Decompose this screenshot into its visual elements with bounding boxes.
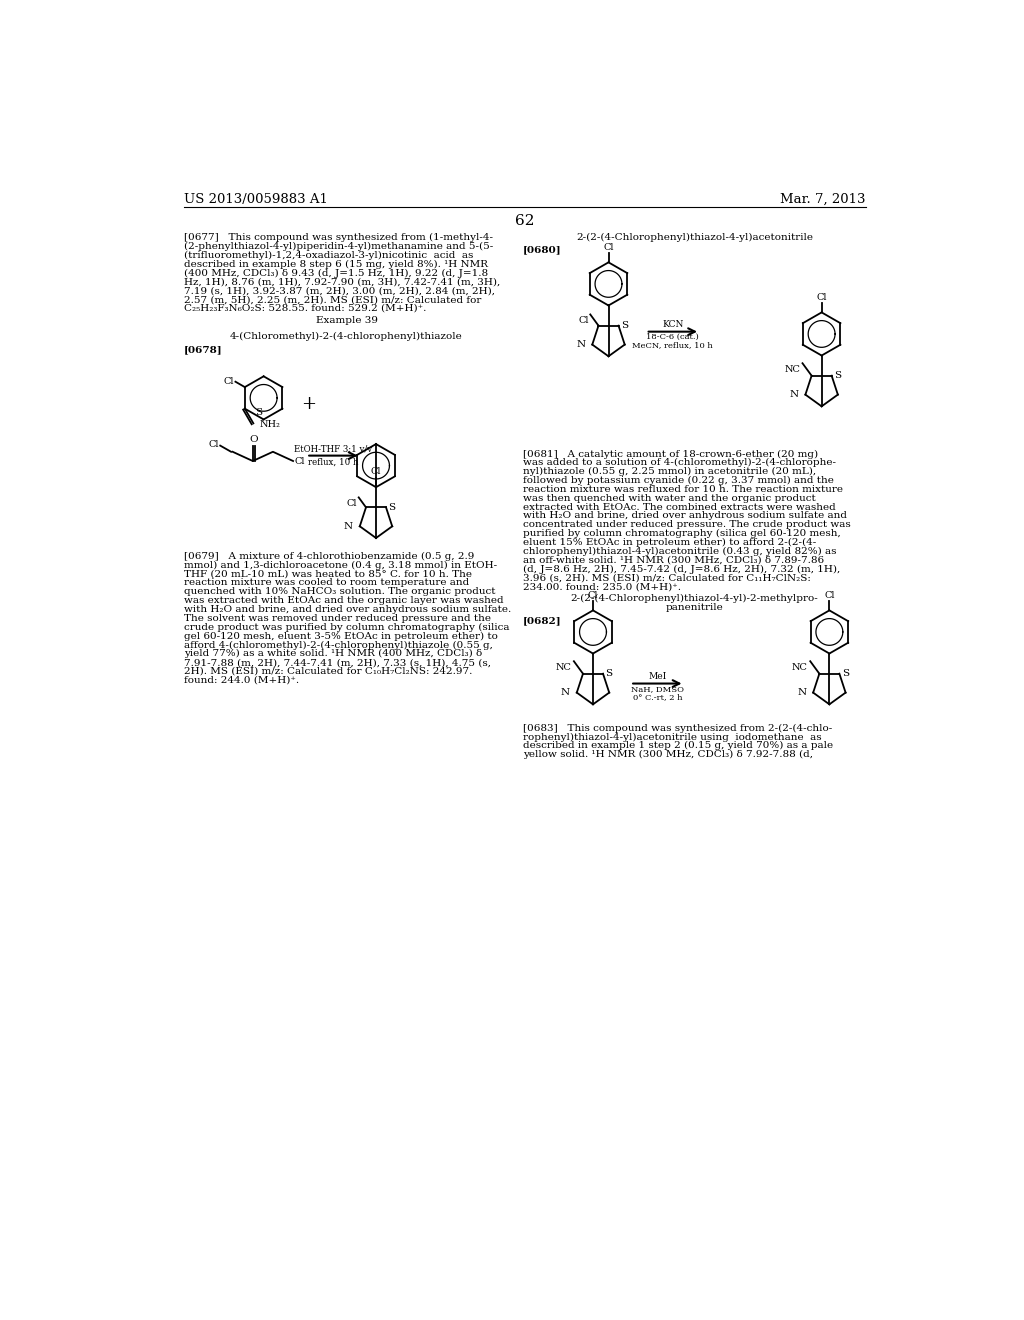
Text: concentrated under reduced pressure. The crude product was: concentrated under reduced pressure. The…	[523, 520, 851, 529]
Text: MeI: MeI	[648, 672, 667, 681]
Text: 2.57 (m, 5H), 2.25 (m, 2H). MS (ESI) m/z: Calculated for: 2.57 (m, 5H), 2.25 (m, 2H). MS (ESI) m/z…	[183, 296, 481, 304]
Text: O: O	[249, 436, 258, 444]
Text: NC: NC	[784, 364, 800, 374]
Text: 3.96 (s, 2H). MS (ESI) m/z: Calculated for C₁₁H₇ClN₂S:: 3.96 (s, 2H). MS (ESI) m/z: Calculated f…	[523, 573, 811, 582]
Text: 18-C-6 (cat.): 18-C-6 (cat.)	[646, 333, 699, 341]
Text: Cl: Cl	[816, 293, 826, 302]
Text: S: S	[621, 321, 628, 330]
Text: was extracted with EtOAc and the organic layer was washed: was extracted with EtOAc and the organic…	[183, 597, 504, 605]
Text: N: N	[561, 688, 569, 697]
Text: described in example 8 step 6 (15 mg, yield 8%). ¹H NMR: described in example 8 step 6 (15 mg, yi…	[183, 260, 487, 269]
Text: [0683]   This compound was synthesized from 2-(2-(4-chlo-: [0683] This compound was synthesized fro…	[523, 723, 833, 733]
Text: eluent 15% EtOAc in petroleum ether) to afford 2-(2-(4-: eluent 15% EtOAc in petroleum ether) to …	[523, 539, 816, 546]
Text: Cl: Cl	[347, 499, 357, 508]
Text: S: S	[255, 408, 262, 417]
Text: with H₂O and brine, and dried over anhydrous sodium sulfate.: with H₂O and brine, and dried over anhyd…	[183, 605, 511, 614]
Text: (trifluoromethyl)-1,2,4-oxadiazol-3-yl)nicotinic  acid  as: (trifluoromethyl)-1,2,4-oxadiazol-3-yl)n…	[183, 251, 473, 260]
Text: N: N	[797, 688, 806, 697]
Text: [0677]   This compound was synthesized from (1-methyl-4-: [0677] This compound was synthesized fro…	[183, 234, 493, 242]
Text: 0° C.-rt, 2 h: 0° C.-rt, 2 h	[633, 693, 682, 701]
Text: [0680]: [0680]	[523, 246, 562, 255]
Text: panenitrile: panenitrile	[666, 603, 723, 612]
Text: Example 39: Example 39	[315, 315, 378, 325]
Text: MeCN, reflux, 10 h: MeCN, reflux, 10 h	[633, 341, 713, 348]
Text: purified by column chromatography (silica gel 60-120 mesh,: purified by column chromatography (silic…	[523, 529, 841, 539]
Text: 7.91-7.88 (m, 2H), 7.44-7.41 (m, 2H), 7.33 (s, 1H), 4.75 (s,: 7.91-7.88 (m, 2H), 7.44-7.41 (m, 2H), 7.…	[183, 659, 490, 667]
Text: (2-phenylthiazol-4-yl)piperidin-4-yl)methanamine and 5-(5-: (2-phenylthiazol-4-yl)piperidin-4-yl)met…	[183, 242, 493, 251]
Text: 2H). MS (ESI) m/z: Calculated for C₁₀H₇Cl₂NS: 242.97.: 2H). MS (ESI) m/z: Calculated for C₁₀H₇C…	[183, 667, 472, 676]
Text: gel 60-120 mesh, eluent 3-5% EtOAc in petroleum ether) to: gel 60-120 mesh, eluent 3-5% EtOAc in pe…	[183, 631, 498, 640]
Text: reaction mixture was cooled to room temperature and: reaction mixture was cooled to room temp…	[183, 578, 469, 587]
Text: N: N	[344, 521, 353, 531]
Text: S: S	[605, 669, 612, 678]
Text: was then quenched with water and the organic product: was then quenched with water and the org…	[523, 494, 816, 503]
Text: found: 244.0 (M+H)⁺.: found: 244.0 (M+H)⁺.	[183, 676, 299, 685]
Text: N: N	[577, 341, 586, 348]
Text: 4-(Chloromethyl)-2-(4-chlorophenyl)thiazole: 4-(Chloromethyl)-2-(4-chlorophenyl)thiaz…	[230, 331, 463, 341]
Text: Cl: Cl	[588, 590, 598, 599]
Text: [0678]: [0678]	[183, 345, 222, 354]
Text: chlorophenyl)thiazol-4-yl)acetonitrile (0.43 g, yield 82%) as: chlorophenyl)thiazol-4-yl)acetonitrile (…	[523, 546, 837, 556]
Text: [0682]: [0682]	[523, 616, 562, 626]
Text: Cl: Cl	[579, 315, 589, 325]
Text: THF (20 mL-10 mL) was heated to 85° C. for 10 h. The: THF (20 mL-10 mL) was heated to 85° C. f…	[183, 570, 472, 578]
Text: Cl: Cl	[209, 441, 219, 449]
Text: 62: 62	[515, 214, 535, 228]
Text: Cl: Cl	[223, 378, 233, 387]
Text: followed by potassium cyanide (0.22 g, 3.37 mmol) and the: followed by potassium cyanide (0.22 g, 3…	[523, 477, 835, 486]
Text: S: S	[834, 371, 841, 380]
Text: Cl: Cl	[371, 467, 381, 477]
Text: C₂₅H₂₃F₃N₆O₂S: 528.55. found: 529.2 (M+H)⁺.: C₂₅H₂₃F₃N₆O₂S: 528.55. found: 529.2 (M+H…	[183, 304, 426, 313]
Text: Cl: Cl	[824, 590, 835, 599]
Text: 2-(2-(4-Chlorophenyl)thiazol-4-yl)-2-methylpro-: 2-(2-(4-Chlorophenyl)thiazol-4-yl)-2-met…	[570, 594, 818, 603]
Text: 2-(2-(4-Chlorophenyl)thiazol-4-yl)acetonitrile: 2-(2-(4-Chlorophenyl)thiazol-4-yl)aceton…	[577, 234, 813, 242]
Text: nyl)thiazole (0.55 g, 2.25 mmol) in acetonitrile (20 mL),: nyl)thiazole (0.55 g, 2.25 mmol) in acet…	[523, 467, 816, 477]
Text: with H₂O and brine, dried over anhydrous sodium sulfate and: with H₂O and brine, dried over anhydrous…	[523, 511, 847, 520]
Text: an off-white solid. ¹H NMR (300 MHz, CDCl₃) δ 7.89-7.86: an off-white solid. ¹H NMR (300 MHz, CDC…	[523, 556, 824, 565]
Text: EtOH-THF 3:1 v/v: EtOH-THF 3:1 v/v	[294, 445, 373, 453]
Text: +: +	[301, 395, 315, 413]
Text: yellow solid. ¹H NMR (300 MHz, CDCl₃) δ 7.92-7.88 (d,: yellow solid. ¹H NMR (300 MHz, CDCl₃) δ …	[523, 750, 813, 759]
Text: crude product was purified by column chromatography (silica: crude product was purified by column chr…	[183, 623, 509, 632]
Text: [0679]   A mixture of 4-chlorothiobenzamide (0.5 g, 2.9: [0679] A mixture of 4-chlorothiobenzamid…	[183, 552, 474, 561]
Text: NaH, DMSO: NaH, DMSO	[631, 685, 684, 693]
Text: 7.19 (s, 1H), 3.92-3.87 (m, 2H), 3.00 (m, 2H), 2.84 (m, 2H),: 7.19 (s, 1H), 3.92-3.87 (m, 2H), 3.00 (m…	[183, 286, 495, 296]
Text: NC: NC	[556, 663, 571, 672]
Text: S: S	[388, 503, 395, 512]
Text: KCN: KCN	[663, 321, 683, 330]
Text: S: S	[842, 669, 849, 678]
Text: described in example 1 step 2 (0.15 g, yield 70%) as a pale: described in example 1 step 2 (0.15 g, y…	[523, 742, 834, 750]
Text: yield 77%) as a white solid. ¹H NMR (400 MHz, CDCl₃) δ: yield 77%) as a white solid. ¹H NMR (400…	[183, 649, 482, 659]
Text: afford 4-(chloromethyl)-2-(4-chlorophenyl)thiazole (0.55 g,: afford 4-(chloromethyl)-2-(4-chloropheny…	[183, 640, 493, 649]
Text: mmol) and 1,3-dichloroacetone (0.4 g, 3.18 mmol) in EtOH-: mmol) and 1,3-dichloroacetone (0.4 g, 3.…	[183, 561, 497, 570]
Text: [0681]   A catalytic amount of 18-crown-6-ether (20 mg): [0681] A catalytic amount of 18-crown-6-…	[523, 449, 818, 458]
Text: quenched with 10% NaHCO₃ solution. The organic product: quenched with 10% NaHCO₃ solution. The o…	[183, 587, 496, 597]
Text: 234.00. found: 235.0 (M+H)⁺.: 234.00. found: 235.0 (M+H)⁺.	[523, 582, 681, 591]
Text: reaction mixture was refluxed for 10 h. The reaction mixture: reaction mixture was refluxed for 10 h. …	[523, 484, 843, 494]
Text: Mar. 7, 2013: Mar. 7, 2013	[780, 193, 866, 206]
Text: extracted with EtOAc. The combined extracts were washed: extracted with EtOAc. The combined extra…	[523, 503, 836, 512]
Text: Cl: Cl	[603, 243, 613, 252]
Text: Hz, 1H), 8.76 (m, 1H), 7.92-7.90 (m, 3H), 7.42-7.41 (m, 3H),: Hz, 1H), 8.76 (m, 1H), 7.92-7.90 (m, 3H)…	[183, 277, 500, 286]
Text: was added to a solution of 4-(chloromethyl)-2-(4-chlorophe-: was added to a solution of 4-(chlorometh…	[523, 458, 837, 467]
Text: NH₂: NH₂	[259, 420, 281, 429]
Text: reflux, 10 h: reflux, 10 h	[308, 458, 358, 467]
Text: US 2013/0059883 A1: US 2013/0059883 A1	[183, 193, 328, 206]
Text: N: N	[790, 391, 799, 399]
Text: NC: NC	[792, 663, 808, 672]
Text: The solvent was removed under reduced pressure and the: The solvent was removed under reduced pr…	[183, 614, 490, 623]
Text: rophenyl)thiazol-4-yl)acetonitrile using  iodomethane  as: rophenyl)thiazol-4-yl)acetonitrile using…	[523, 733, 822, 742]
Text: (d, J=8.6 Hz, 2H), 7.45-7.42 (d, J=8.6 Hz, 2H), 7.32 (m, 1H),: (d, J=8.6 Hz, 2H), 7.45-7.42 (d, J=8.6 H…	[523, 565, 841, 574]
Text: (400 MHz, CDCl₃) δ 9.43 (d, J=1.5 Hz, 1H), 9.22 (d, J=1.8: (400 MHz, CDCl₃) δ 9.43 (d, J=1.5 Hz, 1H…	[183, 268, 487, 277]
Text: Cl: Cl	[295, 457, 305, 466]
